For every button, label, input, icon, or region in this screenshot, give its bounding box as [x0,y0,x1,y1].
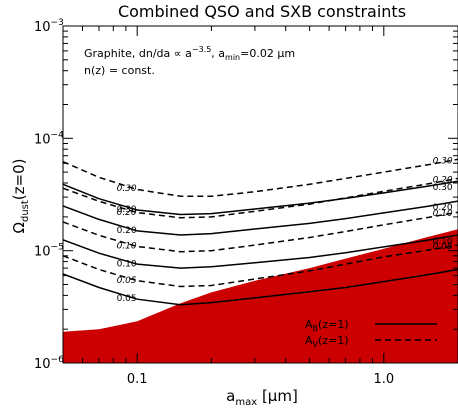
series-line-2 [63,200,458,236]
curve-label-right-7: 0.30 [433,157,453,167]
legend-label-1: AV(z=1) [305,334,349,349]
curve-label-left-4: 0.05 [117,276,137,286]
y-tick-labels: 10−6 10−5 10−4 10−3 [34,18,64,372]
curve-label-left-1: 0.10 [117,260,137,270]
y-tick-label-3: 10−3 [34,18,64,35]
series-line-3 [63,180,458,216]
region-3 [63,229,458,363]
curve-label-right-3: 0.30 [433,183,453,193]
shaded-regions [63,229,458,363]
curve-label-left-6: 0.20 [117,208,137,218]
curve-label-right-6: 0.20 [433,176,453,186]
legend: AB(z=1)AV(z=1) [305,318,437,349]
axis-ticks [62,25,458,364]
curve-label-left-7: 0.30 [117,184,137,194]
x-tick-label-1: 1.0 [373,372,394,387]
curve-labels: 0.050.100.100.200.200.300.300.050.050.10… [117,157,453,305]
curve-label-right-5: 0.10 [433,209,453,219]
chart-title: Combined QSO and SXB constraints [118,2,406,21]
x-tick-labels: 0.1 1.0 [127,372,394,387]
curve-label-right-2: 0.20 [433,203,453,213]
y-axis-label: Ωdust(z=0) [10,159,31,234]
y-tick-label-2: 10−4 [34,130,64,147]
y-tick-label-1: 10−5 [34,243,64,260]
series-line-5 [63,211,458,253]
curve-label-left-0: 0.05 [117,294,137,304]
series-line-6 [63,177,458,219]
series-line-4 [63,244,458,288]
y-tick-label-0: 10−6 [34,355,64,372]
x-tick-label-0: 0.1 [127,372,148,387]
series-line-7 [63,158,458,198]
x-axis-label: amax [μm] [226,387,298,408]
curve-label-left-2: 0.20 [117,226,137,236]
plot-frame [62,25,458,364]
series-line-0 [63,268,458,306]
curve-label-left-5: 0.10 [117,242,137,252]
series-line-1 [63,234,458,269]
curve-label-right-4: 0.05 [433,242,453,252]
curve-label-right-1: 0.10 [433,237,453,247]
curve-label-left-3: 0.30 [117,205,137,215]
legend-label-0: AB(z=1) [305,318,349,333]
annotation-line-2: n(z) = const. [84,64,155,77]
annotation-line-1: Graphite, dn/da ∝ a−3.5, amin=0.02 μm [84,45,295,62]
series-lines [63,158,458,306]
